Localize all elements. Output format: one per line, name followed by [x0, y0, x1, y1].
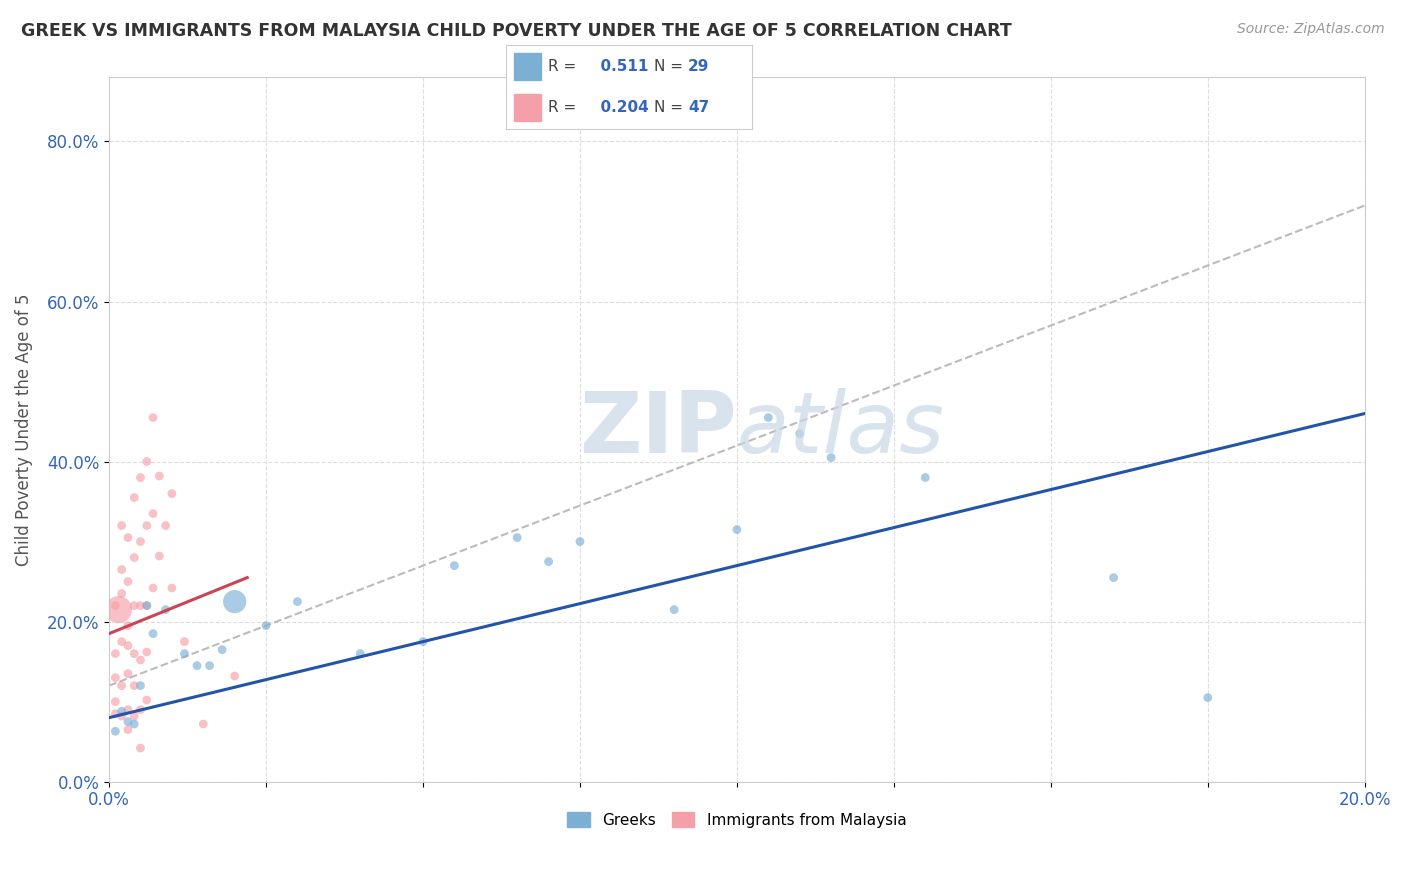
Point	[135, 693, 157, 707]
Point	[148, 549, 170, 563]
Point	[122, 491, 145, 505]
Point	[662, 602, 685, 616]
Point	[111, 704, 134, 718]
Point	[129, 679, 152, 693]
Point	[104, 724, 127, 739]
Point	[155, 518, 177, 533]
Point	[129, 534, 152, 549]
Point	[756, 410, 779, 425]
Point	[104, 671, 127, 685]
Point	[142, 507, 165, 521]
Point	[122, 599, 145, 613]
Text: GREEK VS IMMIGRANTS FROM MALAYSIA CHILD POVERTY UNDER THE AGE OF 5 CORRELATION C: GREEK VS IMMIGRANTS FROM MALAYSIA CHILD …	[21, 22, 1012, 40]
Point	[135, 599, 157, 613]
Point	[142, 581, 165, 595]
Point	[820, 450, 842, 465]
Point	[173, 634, 195, 648]
Point	[107, 602, 129, 616]
Point	[111, 634, 134, 648]
Point	[122, 550, 145, 565]
Point	[148, 469, 170, 483]
Point	[129, 470, 152, 484]
Bar	[513, 94, 540, 120]
Point	[129, 599, 152, 613]
Point	[117, 703, 139, 717]
Point	[129, 741, 152, 756]
Point	[135, 645, 157, 659]
Point	[104, 695, 127, 709]
Point	[186, 658, 208, 673]
Point	[1197, 690, 1219, 705]
Point	[506, 531, 529, 545]
Point	[142, 410, 165, 425]
Point	[443, 558, 465, 573]
Point	[122, 709, 145, 723]
Point	[914, 470, 936, 484]
Point	[142, 626, 165, 640]
Point	[104, 647, 127, 661]
Point	[111, 709, 134, 723]
Point	[122, 717, 145, 731]
Text: 47: 47	[689, 100, 710, 115]
Point	[122, 679, 145, 693]
Point	[111, 563, 134, 577]
Text: N =: N =	[654, 100, 688, 115]
Text: R =: R =	[548, 59, 581, 74]
Point	[173, 647, 195, 661]
Point	[569, 534, 592, 549]
Point	[104, 599, 127, 613]
Point	[254, 618, 277, 632]
Point	[211, 642, 233, 657]
Point	[198, 658, 221, 673]
Point	[135, 599, 157, 613]
Point	[104, 706, 127, 721]
Point	[160, 486, 183, 500]
Text: 29: 29	[689, 59, 710, 74]
Point	[155, 602, 177, 616]
Point	[111, 586, 134, 600]
Point	[117, 618, 139, 632]
Text: 0.204: 0.204	[591, 100, 648, 115]
Point	[193, 717, 215, 731]
Point	[1102, 571, 1125, 585]
Point	[117, 531, 139, 545]
Text: Source: ZipAtlas.com: Source: ZipAtlas.com	[1237, 22, 1385, 37]
Point	[117, 666, 139, 681]
Point	[725, 523, 748, 537]
Point	[117, 714, 139, 729]
Point	[117, 639, 139, 653]
Point	[129, 653, 152, 667]
Point	[224, 669, 246, 683]
Point	[537, 555, 560, 569]
Point	[129, 703, 152, 717]
Point	[224, 594, 246, 608]
Point	[287, 594, 309, 608]
Point	[412, 634, 434, 648]
Point	[349, 647, 371, 661]
Text: R =: R =	[548, 100, 581, 115]
Text: ZIP: ZIP	[579, 388, 737, 471]
Point	[117, 574, 139, 589]
Point	[111, 679, 134, 693]
Y-axis label: Child Poverty Under the Age of 5: Child Poverty Under the Age of 5	[15, 293, 32, 566]
Text: 0.511: 0.511	[591, 59, 648, 74]
Bar	[513, 54, 540, 80]
Point	[135, 454, 157, 468]
Legend: Greeks, Immigrants from Malaysia: Greeks, Immigrants from Malaysia	[561, 805, 912, 834]
Point	[117, 723, 139, 737]
Point	[789, 426, 811, 441]
Point	[135, 518, 157, 533]
Text: N =: N =	[654, 59, 688, 74]
Point	[111, 518, 134, 533]
Point	[122, 647, 145, 661]
Point	[160, 581, 183, 595]
Text: atlas: atlas	[737, 388, 945, 471]
